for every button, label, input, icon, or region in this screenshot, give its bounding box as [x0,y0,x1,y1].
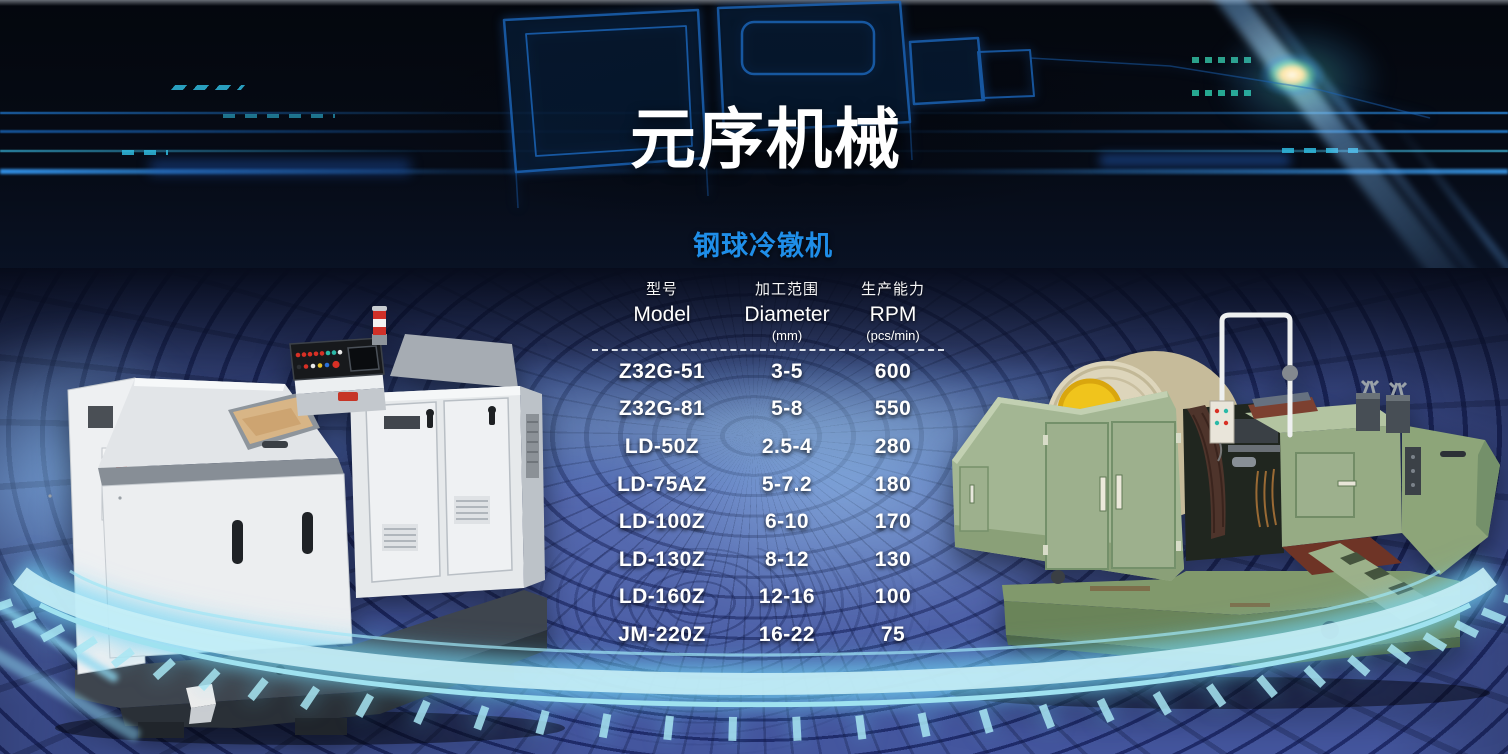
control-panel [289,337,386,416]
spec-table: 型号 Model 加工范围 Diameter (mm) 生产能力 RPM (pc… [592,278,944,654]
spec-row: JM-220Z 16-22 75 [618,622,906,646]
spec-row: Z32G-81 5-8 550 [618,397,912,421]
machine-body [952,391,1500,581]
spec-row: LD-130Z 8-12 130 [618,547,912,571]
dash-decor [223,114,335,118]
dash-decor [122,150,168,155]
dash-decor [1192,57,1254,63]
dash-decor [1282,148,1358,153]
green-cold-heading-machine-illustration [950,312,1500,709]
lens-flare-icon [1258,52,1326,98]
punch-tooling [1356,379,1410,433]
dashed-separator [592,349,944,351]
beacon-light-icon [372,306,387,345]
spec-row: LD-75AZ 5-7.2 180 [617,472,912,496]
dash-decor [1192,90,1254,96]
white-cold-heading-machine-illustration [48,306,565,745]
column-header-rpm: 生产能力 RPM (pcs/min) [860,281,925,343]
light-streak [150,160,410,174]
spec-row: Z32G-51 3-5 600 [618,359,912,383]
spec-row: LD-100Z 6-10 170 [618,510,912,534]
page-title: 元序机械 [630,102,902,176]
wireframe-machine-outline-icon [502,0,1431,209]
column-header-model: 型号 Model [633,281,691,326]
subtitle: 钢球冷镦机 [693,231,833,261]
column-header-diameter: 加工范围 Diameter (mm) [744,281,830,343]
pipe-frame [1209,312,1298,462]
table-body: Z32G-51 3-5 600 Z32G-81 5-8 550 LD-50Z 2.5-4 2… [592,353,944,654]
spec-row: LD-160Z 12-16 100 [618,585,912,609]
table-header-row: 型号 Model 加工范围 Diameter (mm) 生产能力 RPM (pc… [592,278,944,343]
spec-row: LD-50Z 2.5-4 280 [624,434,912,458]
